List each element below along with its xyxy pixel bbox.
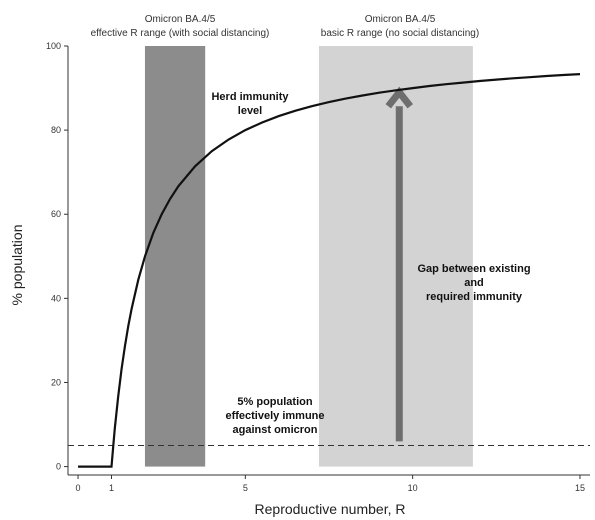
gap-label-line2: and (464, 277, 484, 289)
y-tick-label: 60 (51, 209, 61, 219)
y-ticks: 0 20 40 60 80 100 (46, 41, 68, 472)
y-tick-label: 40 (51, 293, 61, 303)
x-tick-label: 1 (109, 483, 114, 493)
series-line (78, 73, 581, 468)
x-axis-title: Reproductive number, R (255, 501, 406, 517)
gap-label-line1: Gap between existing (417, 263, 530, 275)
immune-label-line3: against omicron (233, 424, 318, 436)
y-tick-label: 80 (51, 125, 61, 135)
x-tick-label: 0 (76, 483, 81, 493)
x-ticks: 0 1 5 10 15 (76, 475, 585, 493)
band-1-label-line1: Omicron BA.4/5 (145, 14, 216, 25)
y-tick-label: 0 (56, 462, 61, 472)
herd-immunity-label-line2: level (238, 105, 262, 117)
band-1 (144, 46, 206, 467)
x-tick-label: 15 (575, 483, 585, 493)
y-tick-label: 100 (46, 41, 61, 51)
band-2-label-line2: basic R range (no social distancing) (321, 28, 479, 39)
band-1-label-line2: effective R range (with social distancin… (91, 28, 270, 39)
gap-arrow (385, 86, 414, 442)
immune-label-line1: 5% population (237, 396, 312, 408)
y-tick-label: 20 (51, 377, 61, 387)
y-axis-title: % population (9, 225, 25, 306)
gap-arrow-head (385, 86, 414, 109)
gap-label-line3: required immunity (426, 291, 523, 303)
immune-label-line2: effectively immune (225, 410, 324, 422)
band-2-label-line1: Omicron BA.4/5 (365, 14, 436, 25)
x-tick-label: 10 (408, 483, 418, 493)
herd-immunity-label-line1: Herd immunity (211, 91, 289, 103)
x-tick-label: 5 (243, 483, 248, 493)
